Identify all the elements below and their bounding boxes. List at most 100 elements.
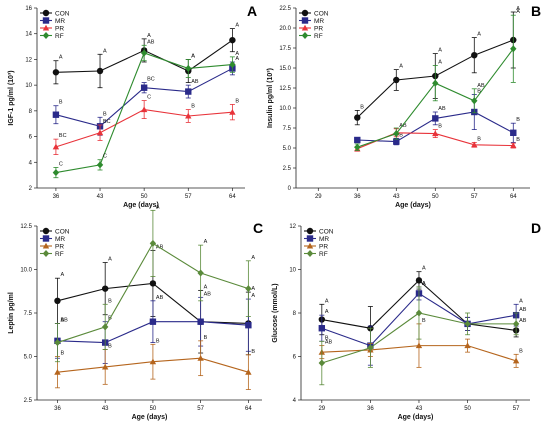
x-tick-label: 50 bbox=[141, 194, 148, 200]
y-axis-label: Leptin pg/ml bbox=[8, 292, 15, 334]
significance-label: A bbox=[147, 33, 151, 39]
legend-marker bbox=[42, 24, 50, 31]
y-tick-label: 2.5 bbox=[283, 166, 292, 172]
significance-label: B bbox=[477, 136, 481, 142]
y-tick-label: 20.0 bbox=[279, 26, 291, 32]
significance-label: A bbox=[251, 286, 255, 292]
legend-label: RF bbox=[55, 251, 64, 258]
significance-label: B bbox=[60, 317, 64, 323]
significance-label: AB bbox=[191, 79, 199, 85]
series-pr: BC BC C B B bbox=[52, 95, 239, 155]
data-point bbox=[140, 49, 148, 57]
legend-marker bbox=[301, 9, 309, 17]
significance-label: BC bbox=[147, 77, 155, 83]
x-tick-label: 57 bbox=[513, 406, 520, 412]
significance-label: AB bbox=[325, 340, 333, 346]
x-tick-label: 43 bbox=[102, 406, 109, 412]
series-pr: AB B B B bbox=[354, 123, 520, 152]
data-point bbox=[367, 344, 374, 352]
data-point bbox=[393, 138, 400, 145]
chart-panel-a: 2 4 6 8 10 12 14 16 36 43 50 57 64 Age (days) IGF-1 pg… bbox=[8, 3, 257, 209]
significance-label: A bbox=[235, 56, 239, 62]
data-point bbox=[52, 69, 60, 76]
significance-label: A bbox=[399, 64, 403, 70]
y-tick-label: 22.5 bbox=[279, 6, 291, 12]
legend-marker bbox=[42, 242, 50, 249]
significance-label: AB bbox=[60, 317, 68, 323]
significance-label: AB bbox=[519, 307, 527, 313]
data-point bbox=[96, 67, 104, 75]
legend-marker bbox=[301, 31, 309, 40]
significance-label: B bbox=[59, 100, 63, 106]
x-tick-label: 43 bbox=[97, 194, 104, 200]
legend-label: PR bbox=[314, 25, 323, 32]
significance-label: B bbox=[360, 104, 364, 110]
data-point bbox=[432, 79, 439, 87]
data-point bbox=[245, 285, 252, 293]
significance-label: C bbox=[147, 95, 151, 101]
significance-label: B bbox=[191, 104, 195, 110]
y-tick-label: 7.5 bbox=[283, 126, 292, 132]
legend-marker bbox=[306, 242, 314, 249]
data-point bbox=[185, 112, 192, 119]
legend-marker bbox=[306, 227, 314, 235]
significance-label: A bbox=[60, 272, 64, 278]
significance-label: A bbox=[156, 204, 160, 210]
legend-marker bbox=[42, 235, 50, 242]
y-tick-label: 16 bbox=[25, 6, 32, 12]
data-point bbox=[185, 88, 192, 95]
legend-label: MR bbox=[314, 18, 324, 25]
y-tick-label: 0 bbox=[288, 186, 292, 192]
significance-label: A bbox=[516, 9, 520, 15]
significance-label: B bbox=[251, 349, 255, 355]
data-point bbox=[96, 161, 104, 169]
y-tick-label: 8 bbox=[29, 109, 33, 115]
y-tick-label: 14 bbox=[25, 32, 32, 38]
data-point bbox=[140, 106, 148, 113]
y-tick-label: 10 bbox=[25, 83, 32, 89]
significance-label: A bbox=[191, 53, 195, 59]
legend-marker bbox=[301, 24, 309, 31]
y-tick-label: 12 bbox=[25, 57, 32, 63]
y-tick-label: 17.5 bbox=[279, 46, 291, 52]
legend-label: CON bbox=[314, 10, 329, 17]
chart-panel-d: 4 6 8 10 12 29 36 43 50 57 Age (days) Glucose (mmol… bbox=[272, 220, 541, 421]
significance-label: AB bbox=[477, 83, 485, 89]
significance-label: A bbox=[477, 32, 481, 38]
data-point bbox=[229, 108, 236, 115]
significance-label: B bbox=[422, 318, 426, 324]
x-tick-label: 29 bbox=[315, 194, 322, 200]
data-point bbox=[149, 239, 157, 247]
significance-label: B bbox=[156, 338, 160, 344]
data-point bbox=[101, 323, 109, 331]
significance-label: A bbox=[438, 60, 442, 66]
significance-label: B bbox=[519, 348, 523, 354]
data-point bbox=[197, 318, 204, 325]
significance-label: A bbox=[516, 6, 520, 12]
x-tick-label: 57 bbox=[197, 406, 204, 412]
y-tick-label: 10.0 bbox=[20, 268, 32, 274]
y-tick-label: 10.0 bbox=[279, 106, 291, 112]
data-point bbox=[149, 318, 157, 325]
data-point bbox=[96, 129, 104, 136]
x-tick-label: 50 bbox=[150, 406, 157, 412]
x-tick-label: 50 bbox=[464, 406, 471, 412]
significance-label: B bbox=[516, 137, 520, 143]
legend-label: CON bbox=[55, 10, 70, 17]
significance-label: C bbox=[103, 154, 107, 160]
significance-label: B bbox=[438, 124, 442, 130]
data-point bbox=[393, 130, 400, 138]
significance-label: A bbox=[108, 257, 112, 263]
panel-label: A bbox=[247, 3, 257, 19]
y-tick-label: 12.5 bbox=[20, 224, 32, 230]
data-point bbox=[512, 320, 520, 328]
data-point bbox=[510, 45, 517, 53]
legend-label: RF bbox=[314, 33, 323, 40]
data-point bbox=[101, 285, 109, 292]
panel-label: C bbox=[253, 220, 263, 236]
series-rf: C C AB A A bbox=[52, 39, 239, 179]
